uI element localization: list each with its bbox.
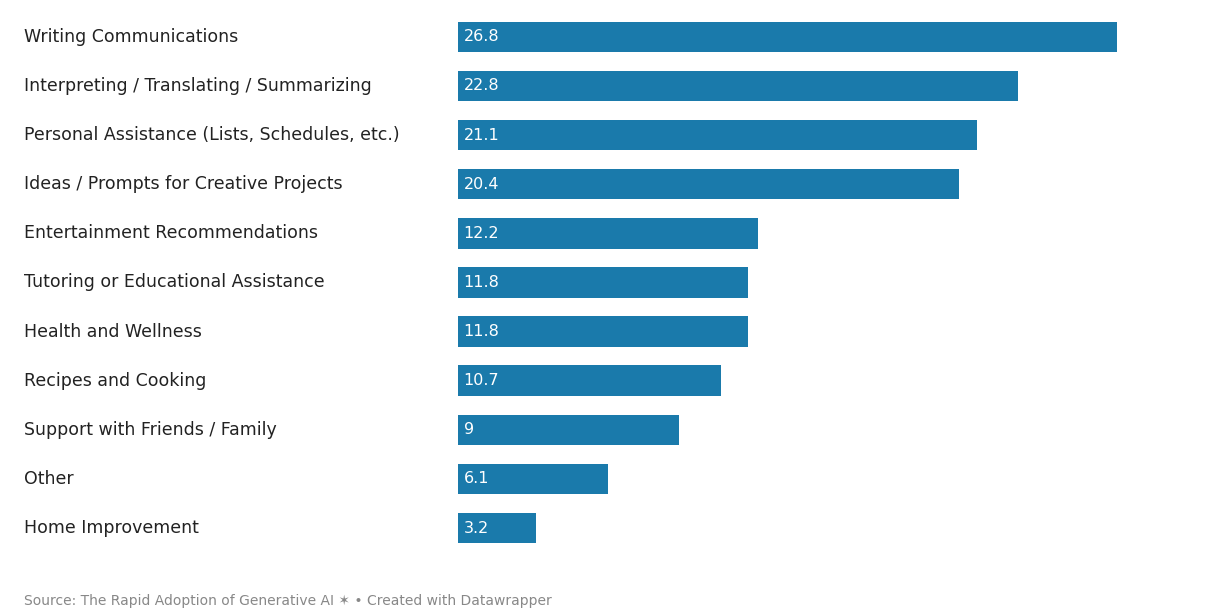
Text: 20.4: 20.4: [464, 177, 499, 192]
Bar: [458, 414, 678, 445]
Text: 3.2: 3.2: [464, 521, 489, 535]
Text: 21.1: 21.1: [464, 128, 499, 142]
Text: Ideas / Prompts for Creative Projects: Ideas / Prompts for Creative Projects: [24, 175, 343, 193]
Text: Writing Communications: Writing Communications: [24, 28, 239, 46]
Text: Interpreting / Translating / Summarizing: Interpreting / Translating / Summarizing: [24, 77, 372, 95]
Bar: [458, 169, 959, 200]
Text: Tutoring or Educational Assistance: Tutoring or Educational Assistance: [24, 273, 325, 292]
Text: Source: The Rapid Adoption of Generative AI ✶ • Created with Datawrapper: Source: The Rapid Adoption of Generative…: [24, 594, 553, 608]
Text: 12.2: 12.2: [464, 226, 499, 241]
Bar: [458, 365, 721, 396]
Bar: [458, 21, 1116, 52]
Text: Recipes and Cooking: Recipes and Cooking: [24, 371, 206, 390]
Bar: [458, 267, 748, 298]
Bar: [458, 513, 537, 543]
Text: Support with Friends / Family: Support with Friends / Family: [24, 421, 277, 439]
Bar: [458, 218, 758, 249]
Text: 11.8: 11.8: [464, 324, 499, 339]
Text: 9: 9: [464, 422, 473, 437]
Text: 10.7: 10.7: [464, 373, 499, 388]
Bar: [458, 464, 608, 494]
Bar: [458, 120, 977, 150]
Text: 22.8: 22.8: [464, 79, 499, 93]
Text: Other: Other: [24, 470, 74, 488]
Text: Personal Assistance (Lists, Schedules, etc.): Personal Assistance (Lists, Schedules, e…: [24, 126, 400, 144]
Text: 6.1: 6.1: [464, 472, 489, 486]
Text: Home Improvement: Home Improvement: [24, 519, 199, 537]
Text: Entertainment Recommendations: Entertainment Recommendations: [24, 224, 318, 243]
Bar: [458, 316, 748, 347]
Bar: [458, 71, 1019, 101]
Text: Health and Wellness: Health and Wellness: [24, 322, 203, 341]
Text: 11.8: 11.8: [464, 275, 499, 290]
Text: 26.8: 26.8: [464, 29, 499, 44]
